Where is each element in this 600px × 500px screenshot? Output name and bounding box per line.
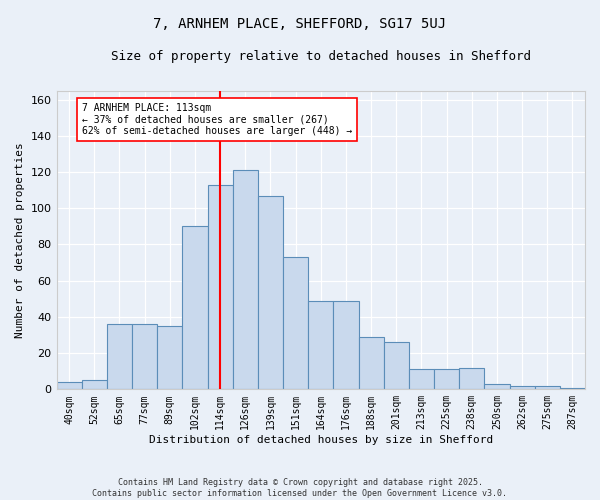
Bar	[383, 342, 409, 390]
Bar	[560, 388, 585, 390]
Bar	[208, 184, 233, 390]
Bar	[233, 170, 258, 390]
Bar	[409, 370, 434, 390]
Bar	[182, 226, 208, 390]
Bar	[82, 380, 107, 390]
Bar	[535, 386, 560, 390]
Bar	[258, 196, 283, 390]
Text: 7 ARNHEM PLACE: 113sqm
← 37% of detached houses are smaller (267)
62% of semi-de: 7 ARNHEM PLACE: 113sqm ← 37% of detached…	[82, 103, 352, 136]
Text: Contains HM Land Registry data © Crown copyright and database right 2025.
Contai: Contains HM Land Registry data © Crown c…	[92, 478, 508, 498]
Bar	[334, 300, 359, 390]
Bar	[459, 368, 484, 390]
Bar	[283, 257, 308, 390]
Y-axis label: Number of detached properties: Number of detached properties	[15, 142, 25, 338]
X-axis label: Distribution of detached houses by size in Shefford: Distribution of detached houses by size …	[149, 435, 493, 445]
Bar	[484, 384, 509, 390]
Bar	[308, 300, 334, 390]
Bar	[509, 386, 535, 390]
Bar	[56, 382, 82, 390]
Bar	[157, 326, 182, 390]
Bar	[132, 324, 157, 390]
Title: Size of property relative to detached houses in Shefford: Size of property relative to detached ho…	[111, 50, 531, 63]
Bar	[434, 370, 459, 390]
Bar	[107, 324, 132, 390]
Bar	[359, 337, 383, 390]
Text: 7, ARNHEM PLACE, SHEFFORD, SG17 5UJ: 7, ARNHEM PLACE, SHEFFORD, SG17 5UJ	[154, 18, 446, 32]
